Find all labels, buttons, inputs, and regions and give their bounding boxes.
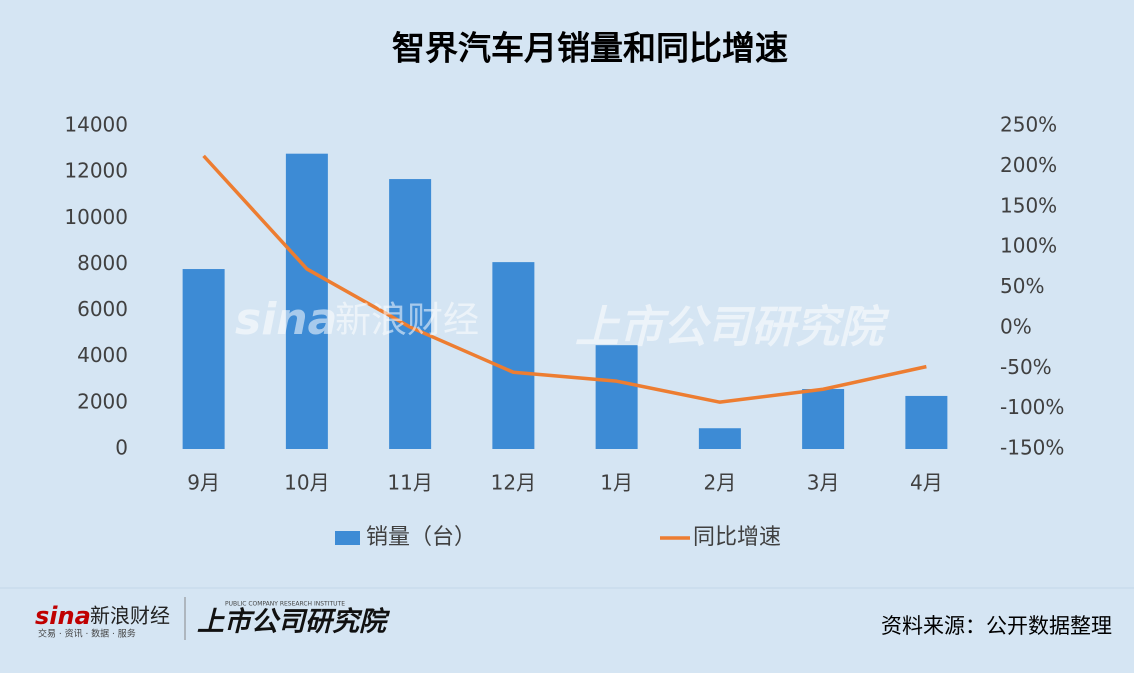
x-tick-label: 9月 <box>187 471 220 495</box>
x-tick-label: 4月 <box>910 471 943 495</box>
y-tick-label: 8000 <box>77 251 128 275</box>
y2-tick-label: -150% <box>1000 436 1064 460</box>
legend-swatch <box>335 531 360 545</box>
y-tick-label: 2000 <box>77 389 128 413</box>
x-tick-label: 3月 <box>807 471 840 495</box>
y-tick-label: 0 <box>115 436 128 460</box>
x-tick-label: 11月 <box>387 471 432 495</box>
watermark-institute: 上市公司研究院 <box>575 302 890 353</box>
y-tick-label: 14000 <box>64 113 128 137</box>
watermark-sina: sina <box>235 294 337 345</box>
y2-tick-label: -100% <box>1000 395 1064 419</box>
bar <box>285 153 328 449</box>
bar <box>698 428 741 449</box>
sina-slogan: 交易 · 资讯 · 数据 · 服务 <box>38 628 136 640</box>
x-tick-label: 2月 <box>704 471 737 495</box>
watermark-name: 新浪财经 <box>335 300 479 341</box>
bar <box>905 395 948 449</box>
watermark: sina 新浪财经 上市公司研究院 <box>235 294 890 353</box>
y2-tick-label: 250% <box>1000 113 1057 137</box>
y-tick-label: 12000 <box>64 159 128 183</box>
sina-name: 新浪财经 <box>90 604 170 628</box>
line <box>202 154 927 404</box>
legend-label: 销量（台） <box>366 525 476 550</box>
bar <box>802 389 845 449</box>
y2-tick-label: 150% <box>1000 193 1057 217</box>
y-tick-label: 10000 <box>64 205 128 229</box>
y2-tick-label: 100% <box>1000 234 1057 258</box>
institute-name: 上市公司研究院 <box>197 607 391 638</box>
legend-label: 同比增速 <box>693 525 781 550</box>
y2-tick-label: 50% <box>1000 274 1044 298</box>
bar <box>492 262 535 449</box>
x-tick-label: 10月 <box>284 471 329 495</box>
x-tick-label: 12月 <box>491 471 536 495</box>
bar <box>389 179 432 450</box>
y-tick-label: 4000 <box>77 343 128 367</box>
plot: 0 2000 4000 6000 8000 10000 12000 14000 -150% -10… <box>64 113 1064 551</box>
x-tick-label: 1月 <box>600 471 633 495</box>
y2-tick-label: 0% <box>1000 314 1032 338</box>
source-note: 资料来源：公开数据整理 <box>881 614 1112 638</box>
y2-tick-label: -50% <box>1000 355 1052 379</box>
bar <box>182 269 225 449</box>
chart-title: 智界汽车月销量和同比增速 <box>392 29 788 68</box>
institute-en: PUBLIC COMPANY RESEARCH INSTITUTE <box>225 601 345 608</box>
y2-tick-label: 200% <box>1000 153 1057 177</box>
sina-logo: sina <box>35 602 91 630</box>
bar <box>595 345 638 449</box>
y-tick-label: 6000 <box>77 297 128 321</box>
